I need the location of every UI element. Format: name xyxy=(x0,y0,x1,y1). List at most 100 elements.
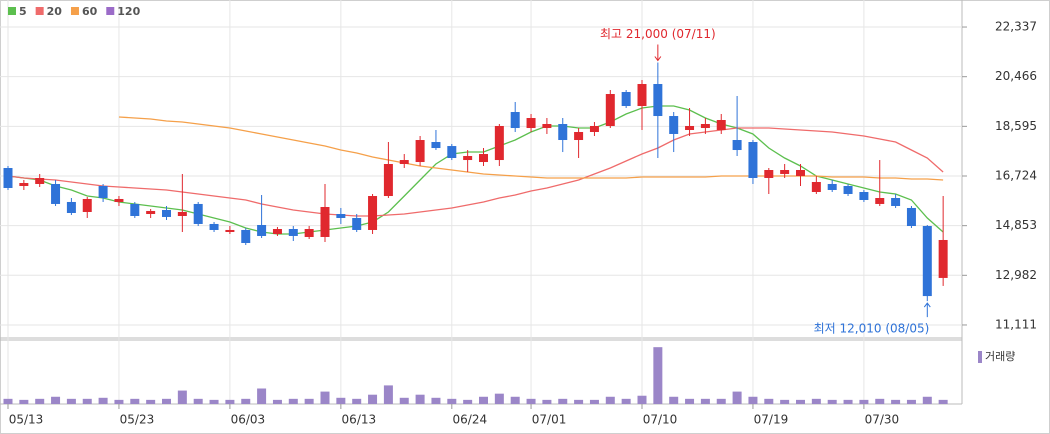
candle-body xyxy=(257,224,267,236)
volume-bar xyxy=(859,399,869,404)
volume-bar xyxy=(716,398,726,404)
candle-body xyxy=(399,160,409,165)
legend-swatch xyxy=(8,7,16,15)
volume-bar xyxy=(162,398,171,404)
candle-body xyxy=(98,186,108,198)
volume-bar xyxy=(938,399,948,404)
volume-bar xyxy=(320,391,330,404)
candle-body xyxy=(891,198,901,206)
volume-bar xyxy=(447,398,457,404)
annotation: 최저 12,010 (08/05) xyxy=(814,322,930,336)
legend-label: 60 xyxy=(82,5,98,18)
legend-swatch xyxy=(106,7,115,15)
x-tick-label: 07/19 xyxy=(754,413,789,427)
candle-body xyxy=(875,198,885,204)
volume-bar xyxy=(114,399,124,404)
y-tick-label: 12,982 xyxy=(995,268,1037,282)
candle-body xyxy=(716,119,726,131)
y-tick-label: 11,111 xyxy=(995,317,1037,331)
legend-label: 20 xyxy=(47,5,63,18)
volume-bar xyxy=(685,398,695,404)
volume-bar xyxy=(669,396,679,404)
volume-bar xyxy=(922,396,932,404)
candle-body xyxy=(209,223,219,230)
volume-bar xyxy=(827,399,837,404)
candle-body xyxy=(558,124,568,141)
candle-body xyxy=(922,226,932,297)
candle-body xyxy=(906,207,916,226)
volume-bar xyxy=(748,396,758,404)
volume-bar xyxy=(431,397,441,404)
candle-body xyxy=(732,140,742,151)
volume-bar xyxy=(732,391,742,404)
y-tick-label: 20,466 xyxy=(995,69,1037,83)
volume-bar xyxy=(621,398,631,404)
candle-body xyxy=(605,94,615,126)
volume-bar xyxy=(225,399,235,404)
volume-bar xyxy=(130,398,140,404)
candle-body xyxy=(415,140,425,163)
x-tick-label: 07/30 xyxy=(865,413,900,427)
legend-label: 거래량 xyxy=(985,350,1015,363)
ma-line xyxy=(118,116,944,181)
candle-body xyxy=(621,91,631,107)
candle-body xyxy=(304,228,314,237)
candle-body xyxy=(225,229,235,232)
candle-body xyxy=(431,142,441,149)
candle-body xyxy=(114,198,124,202)
volume-bar xyxy=(383,385,393,404)
candle-body xyxy=(162,209,171,217)
candle-body xyxy=(447,146,457,159)
candle-body xyxy=(352,217,362,230)
candle-body xyxy=(35,177,45,184)
candle-body xyxy=(796,170,805,176)
candle-body xyxy=(542,124,552,129)
volume-bar xyxy=(241,398,251,404)
volume-bar xyxy=(526,398,536,404)
x-tick-label: 07/10 xyxy=(643,413,678,427)
candle-body xyxy=(66,201,76,213)
candle-body xyxy=(368,196,378,230)
legend-swatch xyxy=(978,351,982,363)
volume-bar xyxy=(336,397,346,404)
legend-label: 120 xyxy=(117,5,140,18)
candle-body xyxy=(685,125,695,131)
candle-body xyxy=(748,142,758,178)
candle-body xyxy=(859,192,869,200)
legend-swatch xyxy=(35,7,44,15)
annotation: 최고 21,000 (07/11) xyxy=(600,27,716,41)
candle-body xyxy=(336,214,346,218)
candle-body xyxy=(764,170,774,178)
volume-bar xyxy=(399,397,409,404)
candle-body xyxy=(700,124,710,129)
ma-line xyxy=(7,127,944,217)
candle-body xyxy=(526,118,536,129)
volume-bar xyxy=(51,396,61,404)
volume-bar xyxy=(193,398,203,404)
volume-bar xyxy=(82,398,92,404)
x-tick-label: 06/24 xyxy=(453,413,488,427)
volume-bar xyxy=(288,398,298,404)
candle-body xyxy=(574,131,584,141)
volume-bar xyxy=(494,393,504,404)
volume-bar xyxy=(19,399,29,404)
candle-body xyxy=(130,203,140,216)
candle-body xyxy=(320,206,330,237)
candle-body xyxy=(669,116,679,134)
volume-bar xyxy=(368,394,378,404)
x-tick-label: 06/13 xyxy=(342,413,377,427)
volume-bar xyxy=(906,399,916,404)
candle-body xyxy=(510,112,520,129)
volume-bar xyxy=(66,398,76,404)
volume-bar xyxy=(98,397,108,404)
volume-bar xyxy=(574,399,584,404)
legend-swatch xyxy=(70,7,79,15)
volume-bar xyxy=(780,399,790,404)
candle-body xyxy=(479,154,488,163)
volume-bar xyxy=(3,398,13,404)
candle-body xyxy=(19,183,29,187)
candle-body xyxy=(241,229,251,243)
candle-body xyxy=(589,125,599,132)
volume-bar xyxy=(209,399,219,404)
